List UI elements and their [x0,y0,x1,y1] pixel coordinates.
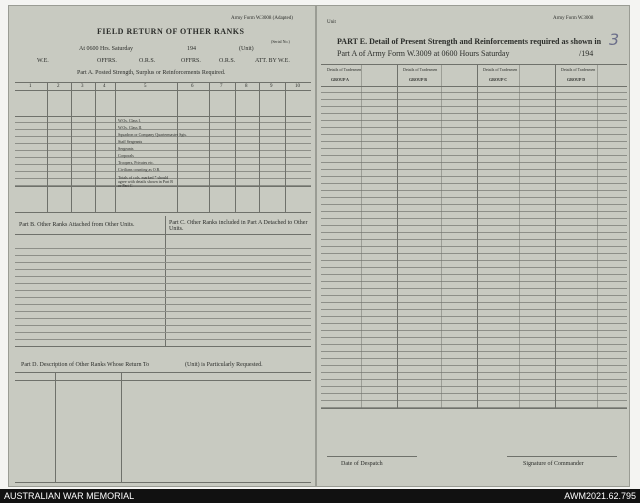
part-b-heading: Part B. Other Ranks Attached from Other … [19,222,135,228]
unit-label: (Unit) [239,46,254,52]
part-e-year: /194 [579,49,594,58]
col-number: 2 [57,84,60,89]
group-label: GROUP A [331,77,349,82]
part-e-line: Part A of Army Form W.3009 at 0600 Hours… [337,49,510,58]
footer-bar: AUSTRALIAN WAR MEMORIAL AWM2021.62.795 [0,489,640,503]
group-label: GROUP D [567,77,586,82]
part-c-heading: Part C. Other Ranks included in Part A D… [169,220,308,232]
form-title: FIELD RETURN OF OTHER RANKS [97,27,245,36]
col-number: 3 [81,84,84,89]
we-label: OFFRS. [181,58,201,64]
we-label: O.R.S. [139,58,156,64]
serial-no: (Serial No.) [271,39,290,44]
footer-right: AWM2021.62.795 [564,491,636,501]
rank-label: Squadron or Company Quartermaster Sgts. [118,132,187,137]
rank-label: W.Os. Class I. [118,118,141,123]
details-label: Details of Tradesmen [403,67,438,72]
we-label: O.R.S. [219,58,236,64]
form-number: Army Form W.3008 (Adapted) [231,16,293,21]
details-label: Details of Tradesmen [483,67,518,72]
rank-label: Sergeants [118,146,134,151]
group-label: GROUP C [489,77,508,82]
col-number: 4 [103,84,106,89]
footer-left: AUSTRALIAN WAR MEMORIAL [4,491,135,501]
we-label: W.E. [37,58,49,64]
we-label: ATT. BY W.E. [255,58,290,64]
col-number: 5 [144,84,147,89]
right-sheet: Unit Army Form W.3008 3 PART E. Detail o… [316,5,630,487]
we-label: OFFRS. [97,58,117,64]
right-unit: Unit [327,20,336,25]
details-label: Details of Tradesmen [561,67,596,72]
rank-label: Corporals [118,153,134,158]
rank-label: Troopers, Privates etc. [118,160,154,165]
details-label: Details of Tradesmen [327,67,362,72]
at-line: At 0600 Hrs. Saturday [79,46,133,52]
col-number: 6 [191,84,194,89]
part-e-heading: PART E. Detail of Present Strength and R… [337,38,601,46]
rank-label: Totals of cols. marked * should agree wi… [118,175,173,188]
part-d-heading: Part D. Description of Other Ranks Whose… [21,362,150,368]
date-of-despatch: Date of Despatch [341,461,383,467]
col-number: 9 [270,84,273,89]
rank-label: Staff Sergeants [118,139,143,144]
rank-label: Civilians counting as O.R. [118,167,161,172]
part-a-heading: Part A. Posted Strength, Surplus or Rein… [77,70,226,76]
page-number: 3 [609,30,620,49]
rank-label: W.Os. Class II. [118,125,143,130]
group-label: GROUP B [409,77,427,82]
col-number: 10 [295,84,300,89]
col-number: 8 [245,84,248,89]
year: 194 [187,46,196,52]
left-sheet: FIELD RETURN OF OTHER RANKS Army Form W.… [8,5,316,487]
signature-label: Signature of Commander [523,461,584,467]
col-number: 1 [29,84,32,89]
part-d-end: (Unit) is Particularly Requested. [185,362,263,368]
form-number: Army Form W.3008 [553,16,594,21]
part-e-line: PART E. Detail of Present Strength and R… [337,37,602,46]
col-number: 7 [220,84,223,89]
